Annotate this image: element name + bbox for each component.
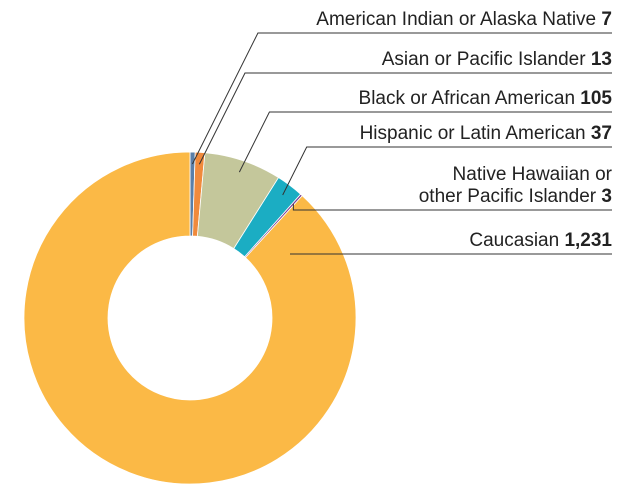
slice-label: American Indian or Alaska Native 7 <box>316 9 612 31</box>
category-label: Black or African American <box>358 88 576 109</box>
category-label: Native Hawaiian or other Pacific Islande… <box>418 164 612 207</box>
value-label: 37 <box>590 123 612 144</box>
slice-label: Native Hawaiian or other Pacific Islande… <box>419 164 612 208</box>
value-label: 13 <box>590 49 612 70</box>
leader-line <box>238 111 612 173</box>
category-label: Caucasian <box>469 230 560 251</box>
category-label: American Indian or Alaska Native <box>316 9 597 30</box>
slice-label: Hispanic or Latin American 37 <box>360 123 612 145</box>
value-label: 105 <box>580 88 612 109</box>
slice-label: Black or African American 105 <box>359 88 612 110</box>
value-label: 3 <box>601 186 612 207</box>
donut-slice <box>23 151 357 484</box>
category-label: Asian or Pacific Islander <box>381 49 586 70</box>
value-label: 7 <box>601 9 612 30</box>
slice-label: Asian or Pacific Islander 13 <box>382 49 612 71</box>
leader-line <box>198 72 612 165</box>
leader-line <box>292 203 612 211</box>
leader-line <box>191 32 612 165</box>
slice-label: Caucasian 1,231 <box>469 230 612 252</box>
category-label: Hispanic or Latin American <box>359 123 586 144</box>
leader-line <box>282 146 612 196</box>
value-label: 1,231 <box>564 230 612 251</box>
